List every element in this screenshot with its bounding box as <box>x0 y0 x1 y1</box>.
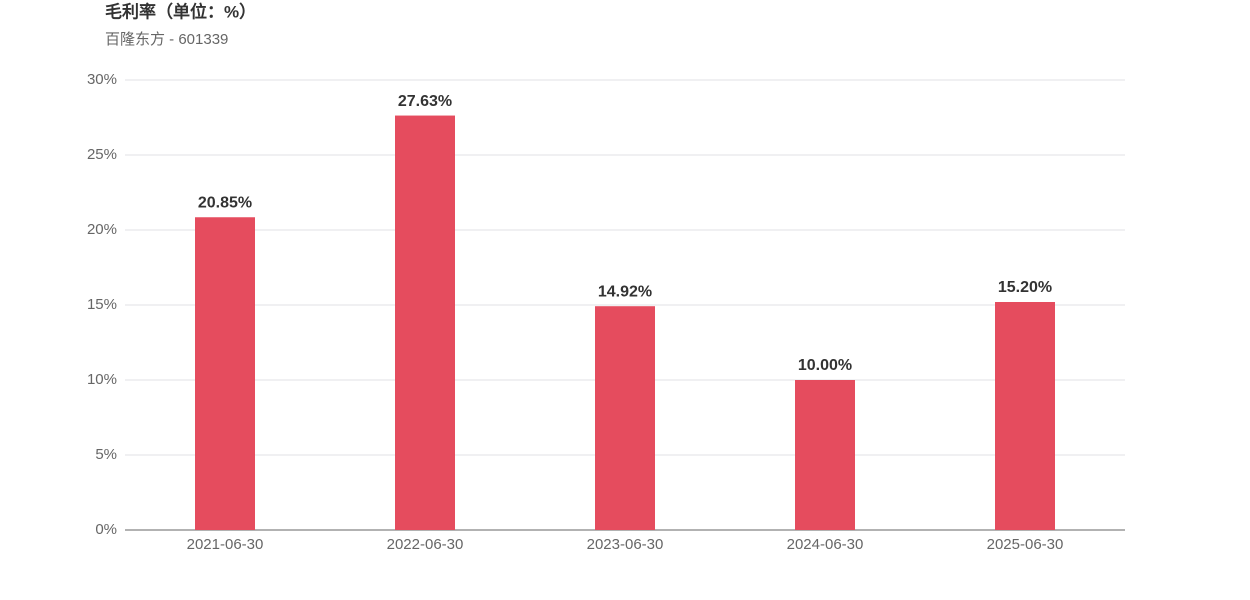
value-label: 14.92% <box>598 283 652 300</box>
y-tick-label: 5% <box>95 446 117 463</box>
bar <box>795 380 855 530</box>
y-tick-label: 25% <box>87 146 117 163</box>
bar <box>195 217 255 530</box>
bar <box>595 306 655 530</box>
chart-title: 毛利率（单位：%） <box>105 1 256 21</box>
y-tick-label: 0% <box>95 521 117 538</box>
y-tick-label: 30% <box>87 71 117 88</box>
x-tick-label: 2022-06-30 <box>387 536 464 553</box>
value-label: 10.00% <box>798 357 852 374</box>
value-label: 27.63% <box>398 93 452 110</box>
x-tick-label: 2023-06-30 <box>587 536 664 553</box>
chart-subtitle: 百隆东方 - 601339 <box>105 31 228 48</box>
y-tick-label: 15% <box>87 296 117 313</box>
y-tick-label: 10% <box>87 371 117 388</box>
y-tick-label: 20% <box>87 221 117 238</box>
value-label: 15.20% <box>998 279 1052 296</box>
x-tick-label: 2025-06-30 <box>987 536 1064 553</box>
bar <box>995 302 1055 530</box>
x-tick-label: 2024-06-30 <box>787 536 864 553</box>
bar <box>395 115 455 531</box>
x-tick-label: 2021-06-30 <box>187 536 264 553</box>
value-label: 20.85% <box>198 194 252 211</box>
